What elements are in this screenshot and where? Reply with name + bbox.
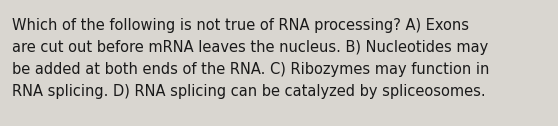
Text: RNA splicing. D) RNA splicing can be catalyzed by spliceosomes.: RNA splicing. D) RNA splicing can be cat… <box>12 84 485 99</box>
Text: be added at both ends of the RNA. C) Ribozymes may function in: be added at both ends of the RNA. C) Rib… <box>12 62 489 77</box>
Text: are cut out before mRNA leaves the nucleus. B) Nucleotides may: are cut out before mRNA leaves the nucle… <box>12 40 488 55</box>
Text: Which of the following is not true of RNA processing? A) Exons: Which of the following is not true of RN… <box>12 18 469 33</box>
